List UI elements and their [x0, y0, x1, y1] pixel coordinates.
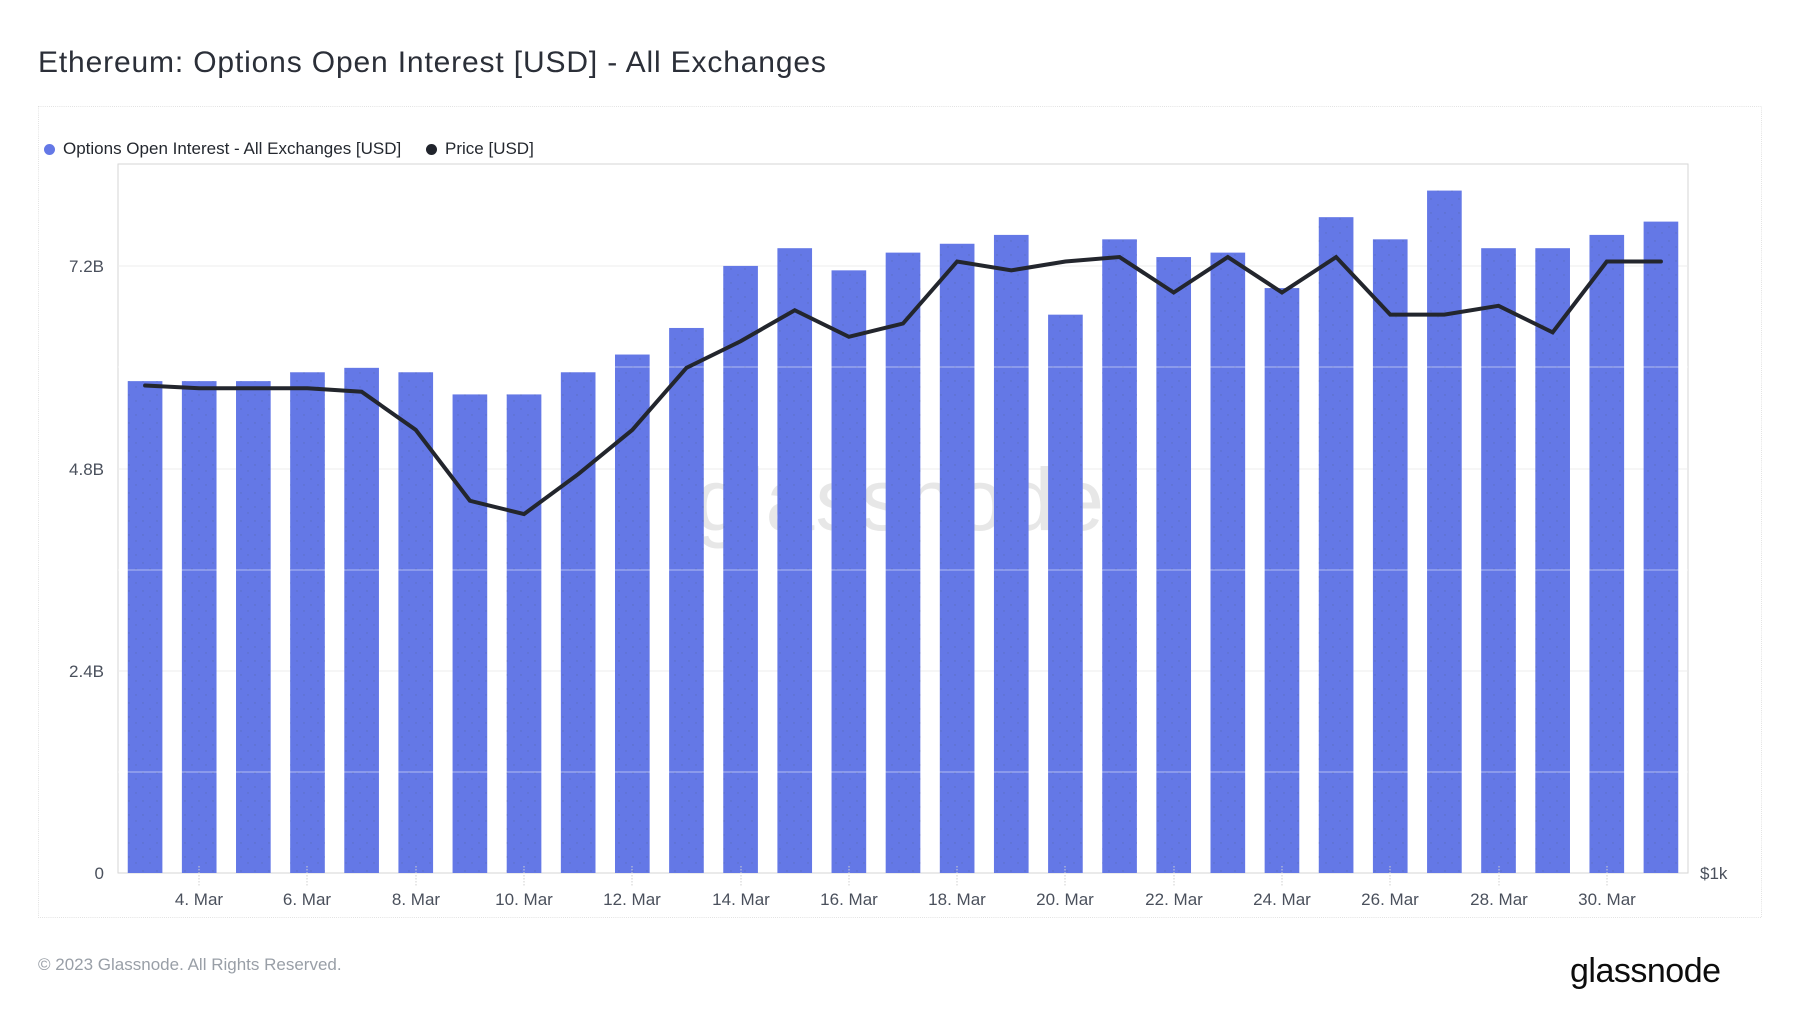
- svg-text:20. Mar: 20. Mar: [1036, 890, 1094, 909]
- svg-text:22. Mar: 22. Mar: [1145, 890, 1203, 909]
- svg-text:8. Mar: 8. Mar: [392, 890, 441, 909]
- svg-text:12. Mar: 12. Mar: [603, 890, 661, 909]
- svg-text:10. Mar: 10. Mar: [495, 890, 553, 909]
- svg-text:7.2B: 7.2B: [69, 257, 104, 276]
- svg-text:28. Mar: 28. Mar: [1470, 890, 1528, 909]
- svg-text:4.8B: 4.8B: [69, 460, 104, 479]
- svg-text:0: 0: [95, 864, 104, 883]
- svg-text:4. Mar: 4. Mar: [175, 890, 224, 909]
- svg-text:26. Mar: 26. Mar: [1361, 890, 1419, 909]
- svg-text:2.4B: 2.4B: [69, 662, 104, 681]
- svg-text:14. Mar: 14. Mar: [712, 890, 770, 909]
- svg-text:glassnode: glassnode: [1570, 952, 1721, 990]
- svg-text:24. Mar: 24. Mar: [1253, 890, 1311, 909]
- svg-text:16. Mar: 16. Mar: [820, 890, 878, 909]
- svg-text:30. Mar: 30. Mar: [1578, 890, 1636, 909]
- svg-text:18. Mar: 18. Mar: [928, 890, 986, 909]
- svg-text:$1k: $1k: [1700, 864, 1728, 883]
- svg-text:6. Mar: 6. Mar: [283, 890, 332, 909]
